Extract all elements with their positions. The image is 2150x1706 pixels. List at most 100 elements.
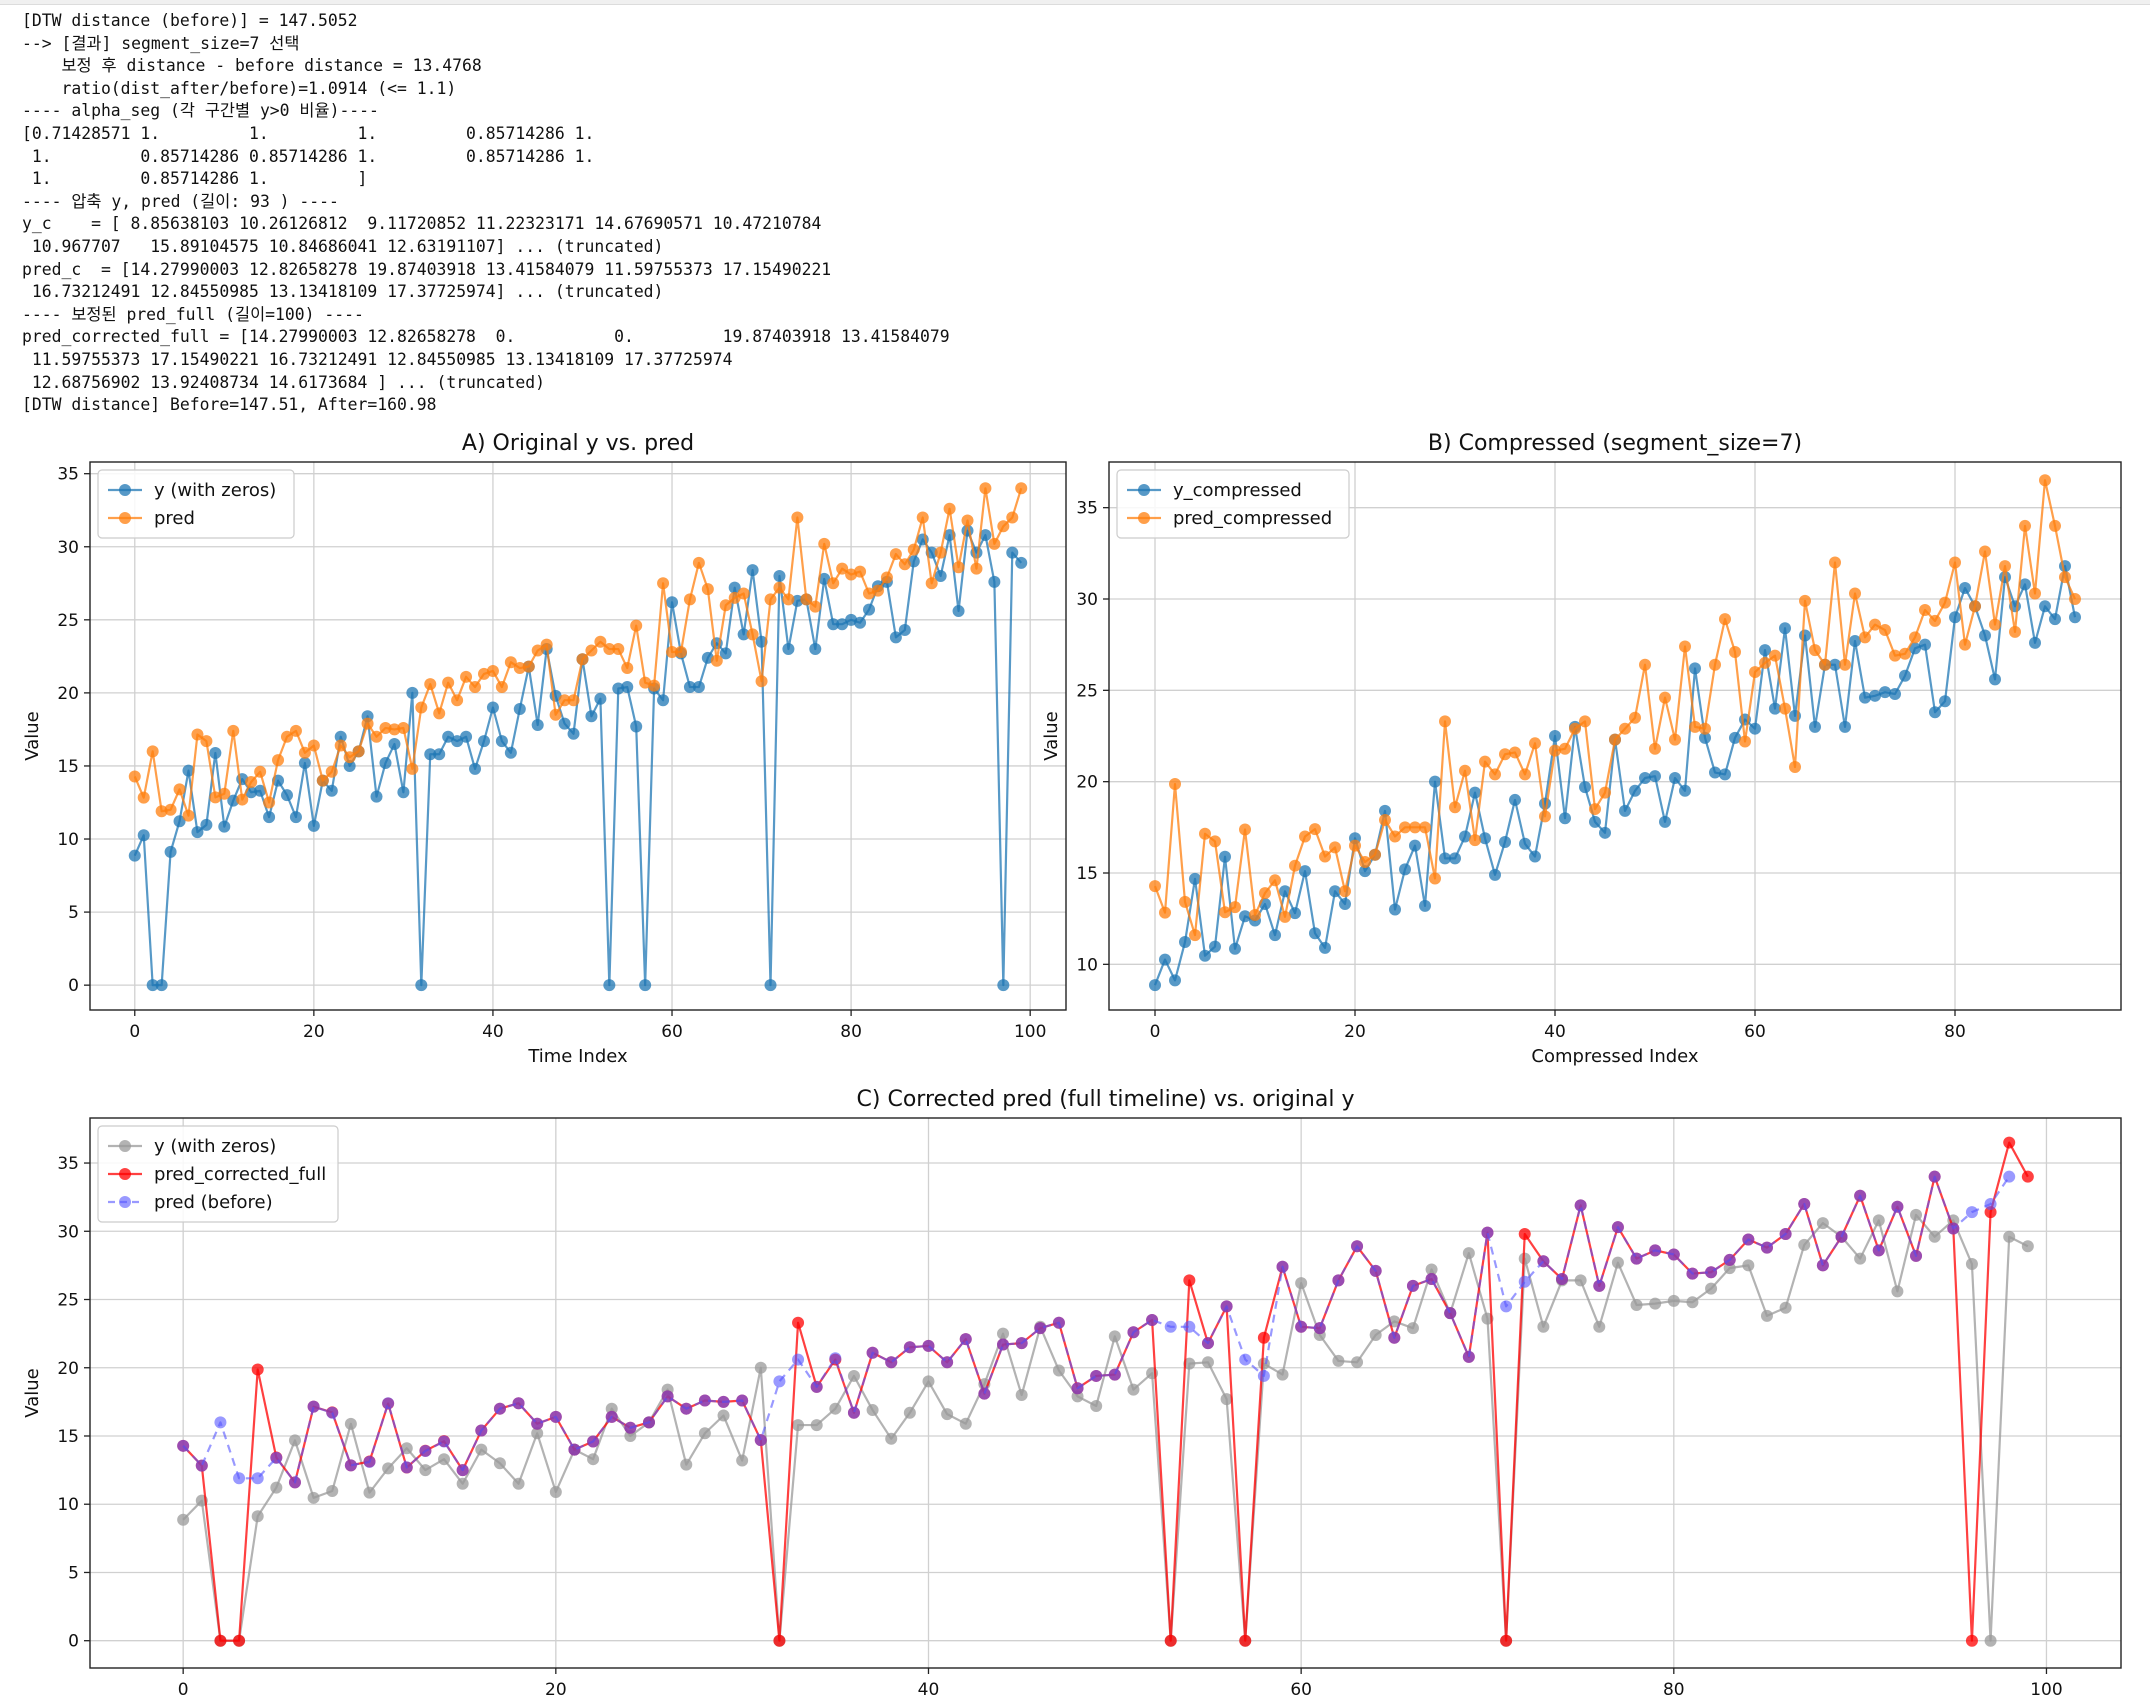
data-point (1159, 906, 1171, 919)
y-tick-label: 35 (57, 1154, 79, 1174)
data-point (1539, 797, 1551, 810)
data-point (661, 1390, 674, 1403)
data-point (1239, 823, 1251, 836)
data-point (1189, 929, 1201, 942)
x-tick-label: 80 (1944, 1022, 1966, 1042)
y-tick-label: 15 (57, 1427, 79, 1447)
x-tick-label: 80 (1663, 1680, 1685, 1700)
data-point (1611, 1221, 1624, 1234)
data-point (1929, 706, 1941, 719)
data-point (419, 1464, 432, 1477)
data-point (363, 1455, 376, 1468)
data-point (325, 765, 338, 778)
data-point (254, 765, 267, 778)
data-point (400, 1442, 413, 1455)
data-point (1429, 872, 1441, 885)
data-point (1789, 761, 1801, 774)
data-point (460, 730, 473, 743)
data-point (773, 569, 786, 582)
data-point (701, 583, 714, 596)
data-point (1593, 1279, 1606, 1292)
data-point (307, 1491, 320, 1504)
data-point (1439, 715, 1451, 728)
data-point (1429, 775, 1441, 788)
data-point (717, 1395, 730, 1408)
data-point (438, 1435, 451, 1448)
chart-a: 0 20 40 60 80 100 0 5 10 15 20 25 30 35 A) Original y … (22, 431, 1067, 1067)
data-point (698, 1394, 711, 1407)
data-point (326, 1484, 339, 1497)
data-point (200, 818, 213, 831)
data-point (585, 644, 598, 657)
data-point (182, 809, 195, 822)
data-point (251, 1510, 264, 1523)
data-point (177, 1439, 190, 1452)
data-point (719, 647, 732, 660)
data-point (1769, 702, 1781, 715)
data-point (442, 730, 455, 743)
data-point (782, 643, 795, 656)
data-point (1779, 1301, 1792, 1314)
data-point (810, 1380, 823, 1393)
data-point (1699, 731, 1711, 744)
data-point (316, 774, 329, 787)
data-point (1489, 868, 1501, 881)
console-line: [DTW distance (before)] = 147.5052 (22, 11, 358, 30)
data-point (1574, 1199, 1587, 1212)
data-point (424, 678, 437, 691)
data-point (531, 1417, 544, 1430)
data-point (941, 1356, 954, 1369)
data-point (438, 1453, 451, 1466)
y-tick-label: 10 (1076, 955, 1098, 975)
data-point (1891, 1285, 1904, 1298)
data-point (486, 701, 499, 714)
data-point (1649, 1297, 1662, 1310)
data-point (1369, 1328, 1382, 1341)
data-point (736, 1394, 749, 1407)
data-point (1759, 656, 1771, 669)
data-point (1289, 859, 1301, 872)
data-point (683, 681, 696, 694)
data-point (1339, 885, 1351, 898)
y-axis-label: Value (22, 711, 43, 760)
data-point (400, 1461, 413, 1474)
console-line: pred_c = [14.27990003 12.82658278 19.874… (22, 259, 832, 279)
data-point (866, 1404, 879, 1417)
data-point (2039, 600, 2051, 613)
console-line: 12.68756902 13.92408734 14.6173684 ] ...… (22, 372, 546, 392)
x-tick-label: 20 (303, 1022, 325, 1042)
data-point (1239, 1634, 1252, 1647)
legend-label: pred_compressed (1173, 508, 1332, 529)
x-tick-label: 80 (840, 1022, 862, 1042)
data-point (382, 1397, 395, 1410)
data-point (469, 681, 482, 694)
data-point (128, 849, 141, 862)
data-point (1444, 1307, 1457, 1320)
data-point (307, 739, 320, 752)
data-point (1679, 784, 1691, 797)
data-point (1015, 1389, 1028, 1402)
data-point (1749, 722, 1761, 735)
y-tick-label: 25 (57, 1291, 79, 1311)
data-point (829, 1402, 842, 1415)
data-point (334, 730, 347, 743)
data-point (898, 558, 911, 571)
data-point (325, 784, 338, 797)
data-point (1349, 839, 1361, 852)
data-point (1209, 940, 1221, 953)
data-point (889, 548, 902, 561)
data-point (680, 1402, 693, 1415)
data-point (1108, 1368, 1121, 1381)
data-point (272, 754, 285, 767)
data-point (1499, 748, 1511, 761)
data-point (2069, 611, 2081, 624)
data-point (1889, 687, 1901, 700)
data-point (1630, 1298, 1643, 1311)
data-point (1709, 658, 1721, 671)
data-point (1869, 618, 1881, 631)
chart-title: B) Compressed (segment_size=7) (1428, 431, 1802, 456)
data-point (1949, 611, 1961, 624)
x-tick-label: 60 (1290, 1680, 1312, 1700)
data-point (970, 562, 983, 575)
